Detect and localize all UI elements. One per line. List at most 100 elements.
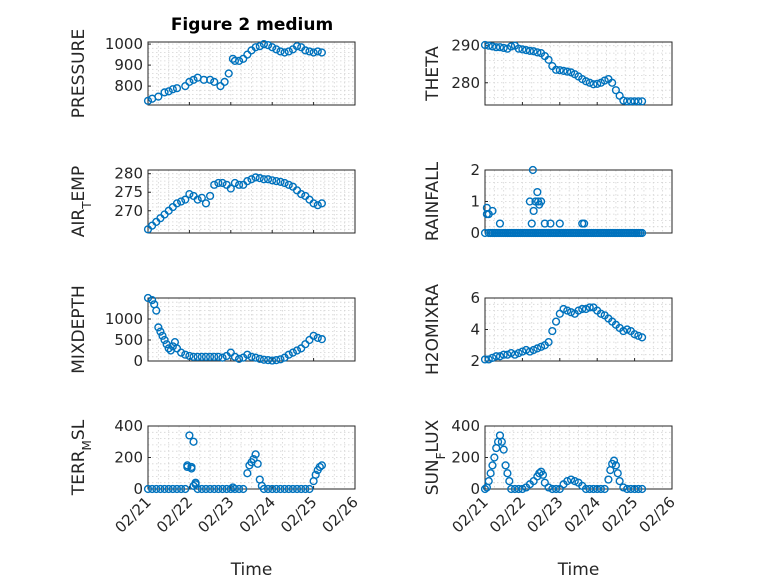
data-point: [497, 437, 506, 446]
data-point: [226, 484, 235, 494]
data-point: [224, 69, 233, 78]
data-point: [160, 484, 169, 494]
data-point: [230, 178, 240, 188]
x-axis-label: Time: [557, 560, 600, 580]
data-point: [214, 484, 223, 494]
y-tick-label: 0: [470, 480, 480, 498]
y-tick-label: 400: [114, 417, 143, 435]
data-point: [514, 484, 523, 494]
data-point: [172, 199, 182, 208]
data-point: [317, 461, 326, 470]
data-point: [585, 303, 594, 312]
data-point: [555, 66, 564, 75]
data-point: [292, 484, 302, 494]
data-point: [486, 469, 495, 478]
data-point: [634, 484, 643, 494]
data-point: [313, 333, 322, 343]
data-point: [559, 66, 568, 76]
subplot-mixdepth: 0 500 1000 MIXDEPTH: [69, 285, 356, 374]
data-point: [510, 350, 520, 359]
x-tick-label: 02/23: [523, 493, 566, 536]
data-point: [546, 219, 555, 228]
y-tick-label: 200: [114, 449, 143, 467]
data-point: [185, 77, 194, 87]
data-point: [563, 306, 572, 315]
data-point: [234, 354, 244, 364]
data-point: [297, 484, 306, 494]
data-point: [263, 175, 273, 184]
data-point: [284, 350, 293, 359]
data-point: [206, 75, 215, 84]
data-point: [544, 483, 553, 492]
data-point: [619, 483, 628, 492]
y-tick-label: 1: [470, 193, 480, 211]
data-point: [313, 47, 322, 56]
data-point: [191, 480, 200, 489]
data-point: [263, 41, 273, 50]
data-point: [268, 176, 277, 185]
data-point: [288, 484, 298, 494]
x-tick-label: 02/24: [236, 493, 279, 536]
data-point: [305, 484, 314, 494]
data-point: [247, 352, 256, 361]
y-tick-label: 400: [451, 417, 480, 435]
data-point: [243, 350, 252, 359]
data-point: [152, 306, 161, 315]
x-tick-label: 02/24: [561, 493, 604, 536]
data-point: [544, 55, 553, 64]
data-point: [234, 180, 244, 189]
data-point: [480, 355, 490, 364]
y-axis-label: PRESSURE: [69, 29, 89, 118]
data-point: [535, 469, 544, 478]
data-point: [634, 331, 643, 340]
data-point: [495, 219, 505, 228]
data-point: [189, 352, 198, 361]
data-point: [210, 484, 219, 494]
y-tick-label: 280: [114, 165, 143, 183]
y-axis-label: MIXDEPTH: [69, 285, 89, 374]
data-point: [230, 484, 240, 494]
y-tick-label: 1000: [105, 310, 143, 328]
data-point: [533, 48, 542, 57]
data-point: [495, 352, 505, 361]
data-point: [604, 475, 613, 484]
data-point: [185, 189, 194, 199]
data-point: [268, 43, 277, 52]
data-point: [596, 484, 606, 494]
axes-frame: [147, 41, 356, 106]
data-point: [315, 462, 324, 472]
data-point: [251, 450, 260, 459]
x-tick-label: 02/22: [153, 493, 196, 536]
data-point: [214, 178, 223, 188]
y-axis-label: H2OMIXRA: [423, 284, 443, 375]
data-point: [317, 335, 326, 344]
data-point: [156, 484, 165, 494]
data-point: [292, 346, 302, 355]
y-tick-label: 280: [451, 74, 480, 92]
data-point: [226, 348, 235, 357]
data-point: [499, 445, 508, 454]
data-point: [272, 356, 281, 365]
x-tick-label: 02/26: [319, 493, 362, 536]
data-point: [243, 50, 252, 59]
data-point: [630, 330, 639, 339]
data-point: [505, 477, 514, 486]
data-point: [538, 470, 548, 479]
data-point: [280, 484, 289, 494]
data-point: [533, 187, 542, 197]
data-point: [301, 484, 310, 494]
data-point: [148, 296, 157, 305]
data-point: [218, 484, 227, 494]
data-point: [143, 484, 153, 494]
data-point: [193, 352, 202, 361]
data-point: [189, 481, 198, 490]
y-tick-label: 0: [470, 224, 480, 242]
data-point: [309, 331, 318, 340]
data-point: [206, 352, 215, 361]
data-point: [292, 42, 302, 51]
data-point: [525, 46, 534, 55]
data-point: [206, 484, 215, 494]
data-point: [284, 47, 293, 56]
